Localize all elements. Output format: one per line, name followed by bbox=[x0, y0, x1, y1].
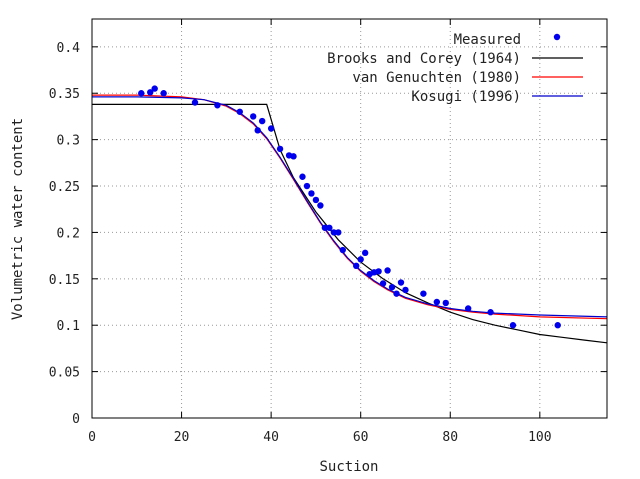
data-point bbox=[147, 89, 154, 96]
x-tick-label: 40 bbox=[263, 430, 279, 445]
data-point bbox=[236, 108, 243, 115]
y-tick-label: 0.4 bbox=[57, 41, 81, 56]
x-tick-label: 100 bbox=[528, 430, 551, 445]
data-point bbox=[317, 202, 324, 209]
legend-point-swatch bbox=[553, 33, 561, 41]
axis-ticks: 0 20 40 60 80 100 0 0.05 0.1 0.15 0.2 0.25 0.3 0.35 0.… bbox=[49, 19, 607, 445]
data-point bbox=[214, 102, 221, 109]
data-point bbox=[464, 305, 472, 312]
data-point bbox=[326, 224, 333, 231]
data-point bbox=[509, 322, 517, 329]
data-point bbox=[303, 182, 311, 190]
x-axis-title: Suction bbox=[319, 459, 378, 475]
series-line bbox=[92, 94, 608, 320]
data-point bbox=[339, 246, 346, 254]
x-tick-label: 60 bbox=[353, 430, 369, 445]
data-point bbox=[151, 85, 158, 92]
data-point bbox=[335, 229, 342, 236]
series-line bbox=[92, 96, 608, 318]
data-point bbox=[308, 190, 315, 197]
series-line bbox=[92, 103, 608, 344]
plot-frame bbox=[91, 18, 608, 419]
plot-series bbox=[92, 85, 608, 344]
data-point bbox=[433, 298, 441, 306]
data-point bbox=[138, 90, 145, 97]
data-point bbox=[379, 280, 387, 287]
data-point bbox=[361, 249, 369, 257]
y-tick-label: 0.15 bbox=[49, 273, 80, 288]
data-point bbox=[250, 113, 257, 120]
data-point bbox=[420, 290, 427, 297]
data-point bbox=[384, 267, 391, 274]
data-point bbox=[554, 322, 561, 329]
data-point bbox=[388, 283, 396, 291]
data-point bbox=[442, 299, 449, 307]
y-tick-label: 0.25 bbox=[49, 180, 80, 195]
data-point bbox=[330, 229, 338, 236]
data-point bbox=[402, 286, 409, 294]
y-tick-label: 0.05 bbox=[49, 366, 80, 381]
data-point bbox=[321, 224, 329, 231]
legend-label: van Genuchten (1980) bbox=[352, 70, 521, 86]
data-point bbox=[375, 268, 382, 275]
x-tick-label: 80 bbox=[442, 430, 458, 445]
legend-label: Kosugi (1996) bbox=[411, 89, 521, 105]
y-tick-label: 0.2 bbox=[57, 226, 80, 241]
y-tick-label: 0.35 bbox=[49, 87, 80, 102]
legend: Measured Brooks and Corey (1964) van Genuc… bbox=[327, 32, 583, 105]
data-point bbox=[254, 127, 261, 134]
grid bbox=[92, 19, 607, 418]
data-point bbox=[487, 309, 494, 316]
legend-label: Measured bbox=[454, 32, 521, 48]
y-tick-label: 0.1 bbox=[57, 319, 80, 334]
legend-label: Brooks and Corey (1964) bbox=[327, 51, 521, 67]
data-point bbox=[299, 173, 306, 180]
x-tick-label: 0 bbox=[88, 430, 96, 445]
y-tick-label: 0.3 bbox=[57, 134, 80, 149]
data-point bbox=[397, 279, 405, 286]
data-point bbox=[276, 145, 284, 153]
x-tick-label: 20 bbox=[174, 430, 190, 445]
data-point bbox=[267, 125, 275, 132]
y-tick-label: 0 bbox=[72, 412, 80, 427]
data-point bbox=[353, 262, 360, 270]
data-point bbox=[312, 196, 320, 204]
data-point bbox=[258, 117, 266, 125]
data-point bbox=[191, 99, 199, 106]
y-axis-title: Volumetric water content bbox=[10, 118, 26, 320]
data-point bbox=[393, 290, 400, 297]
data-point bbox=[160, 90, 167, 97]
data-point bbox=[290, 153, 297, 160]
data-point bbox=[357, 256, 364, 263]
